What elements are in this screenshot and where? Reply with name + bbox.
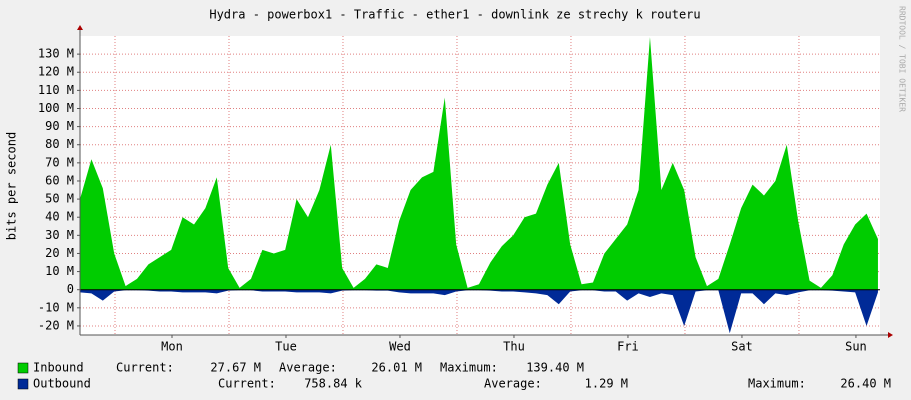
stat-name: Current: bbox=[116, 361, 174, 375]
y-tick-label: -10 M bbox=[38, 300, 74, 314]
legend-swatch bbox=[17, 378, 29, 390]
legend-label: Inbound bbox=[33, 361, 84, 375]
y-tick-label: 0 bbox=[67, 282, 74, 296]
stat-name: Maximum: bbox=[440, 361, 498, 375]
stat-value: 1.29 M bbox=[585, 377, 628, 391]
stat-value: 27.67 M bbox=[210, 361, 261, 375]
y-axis-label: bits per second bbox=[5, 132, 19, 240]
area bbox=[80, 37, 878, 290]
y-tick-label: 100 M bbox=[38, 101, 74, 115]
x-tick-label: Wed bbox=[389, 340, 411, 354]
stat-value: 758.84 k bbox=[304, 377, 363, 391]
y-tick-label: 110 M bbox=[38, 83, 74, 97]
stat-value: 26.01 M bbox=[371, 361, 422, 375]
chart-title: Hydra - powerbox1 - Traffic - ether1 - d… bbox=[209, 8, 700, 22]
y-tick-label: -20 M bbox=[38, 318, 74, 332]
y-arrow bbox=[77, 25, 83, 30]
y-tick-label: 60 M bbox=[45, 173, 74, 187]
legend-label: Outbound bbox=[33, 377, 91, 391]
x-tick-label: Mon bbox=[161, 340, 183, 354]
y-tick-label: 120 M bbox=[38, 65, 74, 79]
y-tick-label: 30 M bbox=[45, 228, 74, 242]
legend-swatch bbox=[17, 362, 29, 374]
stat-name: Current: bbox=[218, 377, 276, 391]
stat-value: 26.40 M bbox=[840, 377, 891, 391]
y-tick-label: 80 M bbox=[45, 137, 74, 151]
x-arrow bbox=[888, 332, 893, 338]
x-tick-label: Sat bbox=[731, 340, 753, 354]
y-tick-label: 50 M bbox=[45, 192, 74, 206]
y-tick-label: 20 M bbox=[45, 246, 74, 260]
x-tick-label: Sun bbox=[845, 340, 867, 354]
stat-name: Maximum: bbox=[748, 377, 806, 391]
y-tick-label: 130 M bbox=[38, 47, 74, 61]
watermark: RRDTOOL / TOBI OETIKER bbox=[898, 6, 907, 112]
y-tick-label: 10 M bbox=[45, 264, 74, 278]
y-tick-label: 90 M bbox=[45, 119, 74, 133]
stat-name: Average: bbox=[279, 361, 337, 375]
stat-value: 139.40 M bbox=[526, 361, 584, 375]
x-tick-label: Thu bbox=[503, 340, 525, 354]
x-tick-label: Fri bbox=[617, 340, 639, 354]
area bbox=[80, 289, 878, 334]
y-tick-label: 40 M bbox=[45, 210, 74, 224]
stat-name: Average: bbox=[484, 377, 542, 391]
x-tick-label: Tue bbox=[275, 340, 297, 354]
y-tick-label: 70 M bbox=[45, 155, 74, 169]
